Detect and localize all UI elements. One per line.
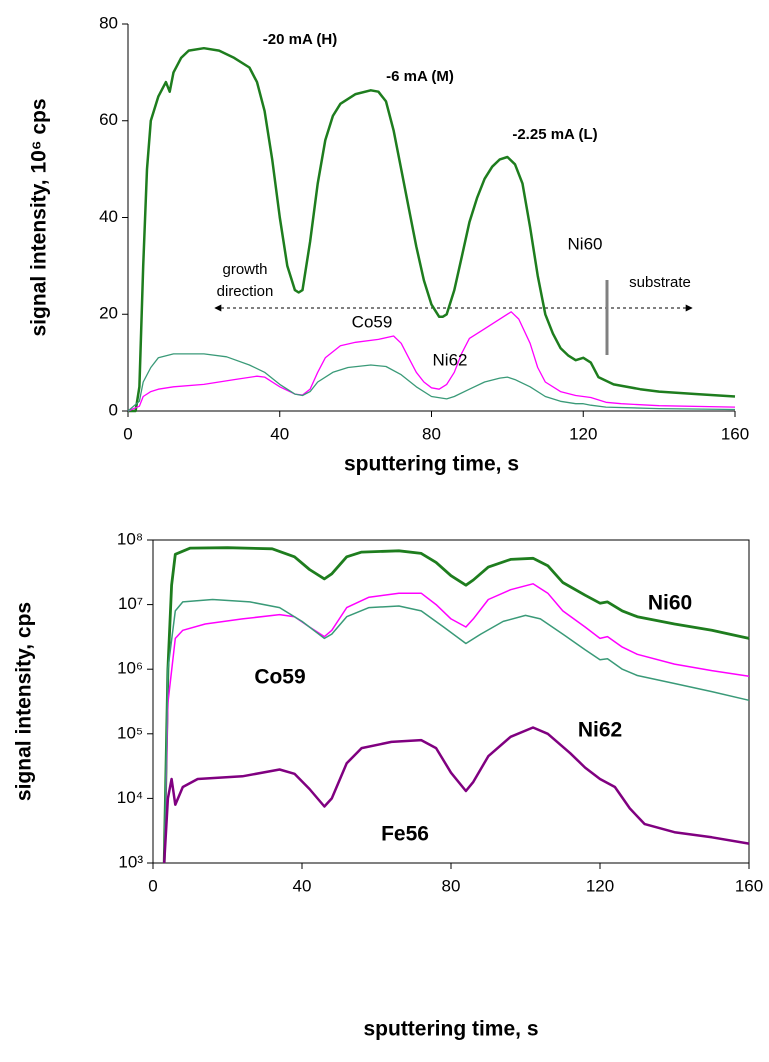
series-label: Co59: [254, 666, 305, 689]
series-line: [162, 726, 750, 864]
series-line: [128, 46, 736, 413]
series-label: Ni60: [568, 234, 603, 253]
x-tick-label: 40: [293, 876, 312, 895]
y-tick-label: 40: [99, 207, 118, 226]
series-label: Co59: [352, 312, 393, 331]
x-tick-label: 80: [442, 876, 461, 895]
x-axis-label: sputtering time, s: [344, 453, 519, 476]
x-tick-label: 80: [422, 424, 441, 443]
y-tick-label: 60: [99, 110, 118, 129]
y-tick-label: 80: [99, 13, 118, 32]
y-tick-label: 10⁷: [118, 594, 143, 613]
x-tick-label: 40: [270, 424, 289, 443]
series-label: Fe56: [381, 823, 429, 846]
y-tick-label: 10⁸: [117, 529, 143, 548]
plot-frame: [152, 539, 750, 864]
y-tick-label: 20: [99, 304, 118, 323]
annotation: -2.25 mA (L): [512, 126, 597, 143]
annotation: direction: [217, 283, 274, 300]
y-axis-label: signal intensity, cps: [13, 602, 36, 801]
series-label: Ni60: [648, 592, 692, 615]
series-line: [127, 311, 736, 412]
y-axis-label: signal intensity, 10⁶ cps: [28, 98, 51, 336]
y-tick-label: 10⁵: [117, 723, 143, 742]
x-axis-label: sputtering time, s: [363, 1018, 538, 1041]
x-tick-label: 0: [148, 876, 157, 895]
y-tick-label: 10³: [118, 852, 143, 871]
annotation: -20 mA (H): [263, 31, 337, 48]
x-tick-label: 120: [569, 424, 597, 443]
y-tick-label: 10⁴: [117, 788, 143, 807]
annotation: growth: [222, 261, 267, 278]
series-label: Ni62: [578, 719, 622, 742]
series-line: [162, 546, 750, 864]
y-tick-label: 0: [109, 400, 118, 419]
series-line: [163, 598, 750, 864]
series-line: [163, 583, 750, 864]
series-label: Ni62: [433, 350, 468, 369]
x-tick-label: 0: [123, 424, 132, 443]
x-tick-label: 160: [735, 876, 763, 895]
annotation: -6 mA (M): [386, 68, 454, 85]
x-tick-label: 160: [721, 424, 749, 443]
series-line: [127, 353, 736, 412]
annotation: substrate: [629, 274, 691, 291]
y-tick-label: 10⁶: [117, 659, 143, 678]
x-tick-label: 120: [586, 876, 614, 895]
